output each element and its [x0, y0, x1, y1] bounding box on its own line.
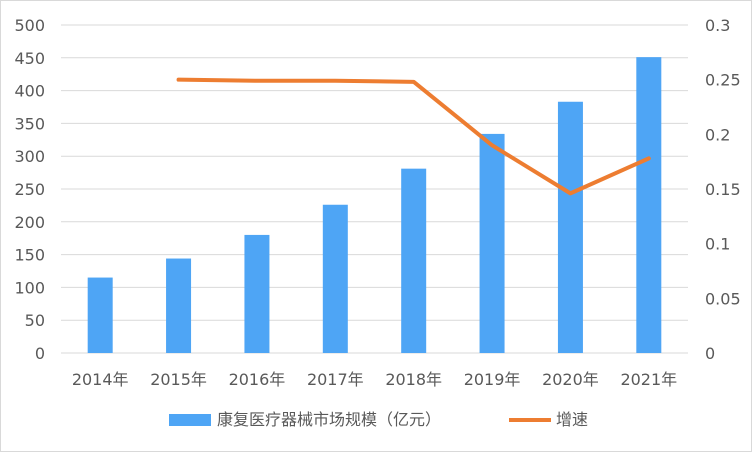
x-tick-label: 2016年 — [229, 370, 286, 389]
x-tick-label: 2014年 — [72, 370, 129, 389]
right-tick-label: 0.05 — [705, 289, 741, 308]
right-tick-label: 0.2 — [705, 125, 730, 144]
left-tick-label: 150 — [14, 246, 45, 265]
bar — [166, 259, 191, 353]
legend-bar-swatch — [169, 414, 211, 426]
bar-series — [88, 57, 662, 353]
bar — [401, 169, 426, 353]
bar — [558, 102, 583, 353]
right-y-axis: 0 0.05 0.1 0.15 0.2 0.25 0.3 — [705, 16, 741, 363]
right-tick-label: 0.3 — [705, 16, 730, 35]
left-tick-label: 400 — [14, 82, 45, 101]
right-tick-label: 0.1 — [705, 235, 730, 254]
left-tick-label: 200 — [14, 213, 45, 232]
right-tick-label: 0.25 — [705, 71, 741, 90]
legend: 康复医疗器械市场规模（亿元） 增速 — [169, 410, 588, 429]
legend-bar-label: 康复医疗器械市场规模（亿元） — [217, 410, 441, 429]
left-y-axis: 0 50 100 150 200 250 300 350 400 450 500 — [14, 16, 45, 363]
bar — [244, 235, 269, 353]
right-tick-label: 0.15 — [705, 180, 741, 199]
left-tick-label: 350 — [14, 114, 45, 133]
left-tick-label: 50 — [25, 311, 45, 330]
x-tick-label: 2019年 — [464, 370, 521, 389]
x-axis-labels: 2014年 2015年 2016年 2017年 2018年 2019年 2020年 2021年 — [72, 370, 677, 389]
left-tick-label: 100 — [14, 278, 45, 297]
bar — [636, 57, 661, 353]
x-tick-label: 2018年 — [385, 370, 442, 389]
bar — [88, 278, 113, 353]
x-tick-label: 2017年 — [307, 370, 364, 389]
left-tick-label: 450 — [14, 49, 45, 68]
left-tick-label: 300 — [14, 147, 45, 166]
legend-line-label: 增速 — [556, 410, 588, 429]
left-tick-label: 250 — [14, 180, 45, 199]
gridlines — [61, 25, 688, 353]
x-tick-label: 2020年 — [542, 370, 599, 389]
bar — [323, 205, 348, 353]
bar — [480, 134, 505, 353]
left-tick-label: 500 — [14, 16, 45, 35]
x-tick-label: 2015年 — [150, 370, 207, 389]
right-tick-label: 0 — [705, 344, 715, 363]
left-tick-label: 0 — [35, 344, 45, 363]
x-tick-label: 2021年 — [620, 370, 677, 389]
